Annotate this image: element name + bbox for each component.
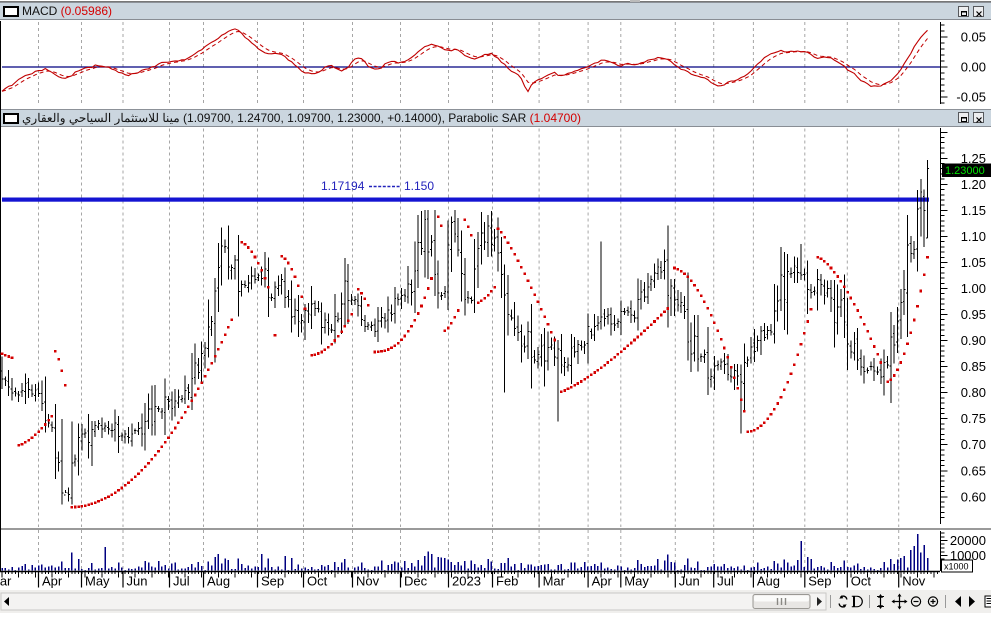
svg-text:0.00: 0.00: [961, 60, 986, 75]
svg-text:Jul: Jul: [717, 574, 734, 589]
svg-text:0.85: 0.85: [961, 359, 986, 374]
svg-text:0.05: 0.05: [961, 30, 986, 45]
svg-text:Mar: Mar: [543, 574, 566, 589]
svg-text:2023: 2023: [452, 574, 481, 589]
svg-text:Sep: Sep: [261, 574, 284, 589]
svg-text:Sep: Sep: [808, 574, 831, 589]
svg-text:1.00: 1.00: [961, 281, 986, 296]
svg-text:Oct: Oct: [307, 574, 328, 589]
svg-text:Jun: Jun: [127, 574, 148, 589]
svg-text:Feb: Feb: [496, 574, 518, 589]
svg-text:1.10: 1.10: [961, 229, 986, 244]
svg-text:1.05: 1.05: [961, 255, 986, 270]
svg-text:May: May: [624, 574, 649, 589]
svg-text:Nov: Nov: [356, 574, 380, 589]
svg-text:Aug: Aug: [207, 574, 230, 589]
svg-text:0.65: 0.65: [961, 463, 986, 478]
svg-text:Oct: Oct: [851, 574, 872, 589]
svg-text:Jul: Jul: [173, 574, 190, 589]
svg-text:0.75: 0.75: [961, 411, 986, 426]
svg-text:1.150: 1.150: [404, 179, 434, 193]
svg-text:1.23000: 1.23000: [945, 165, 985, 177]
svg-text:-0.05: -0.05: [956, 90, 986, 105]
svg-text:Apr: Apr: [592, 574, 613, 589]
svg-text:0.95: 0.95: [961, 307, 986, 322]
svg-text:Aug: Aug: [757, 574, 780, 589]
svg-text:1.15: 1.15: [961, 203, 986, 218]
svg-text:1.25: 1.25: [961, 151, 986, 166]
svg-text:Dec: Dec: [404, 574, 428, 589]
svg-text:0.80: 0.80: [961, 385, 986, 400]
svg-text:Apr: Apr: [42, 574, 63, 589]
svg-text:1.20: 1.20: [961, 177, 986, 192]
svg-text:20000: 20000: [950, 533, 986, 548]
svg-text:0.90: 0.90: [961, 333, 986, 348]
svg-text:10000: 10000: [950, 548, 986, 563]
svg-text:Mar: Mar: [0, 574, 12, 589]
svg-text:x1000: x1000: [944, 562, 969, 572]
svg-text:0.60: 0.60: [961, 489, 986, 504]
svg-text:0.70: 0.70: [961, 437, 986, 452]
svg-text:Jun: Jun: [679, 574, 700, 589]
svg-text:May: May: [85, 574, 110, 589]
svg-text:1.17194: 1.17194: [321, 179, 365, 193]
svg-text:Nov: Nov: [902, 574, 926, 589]
